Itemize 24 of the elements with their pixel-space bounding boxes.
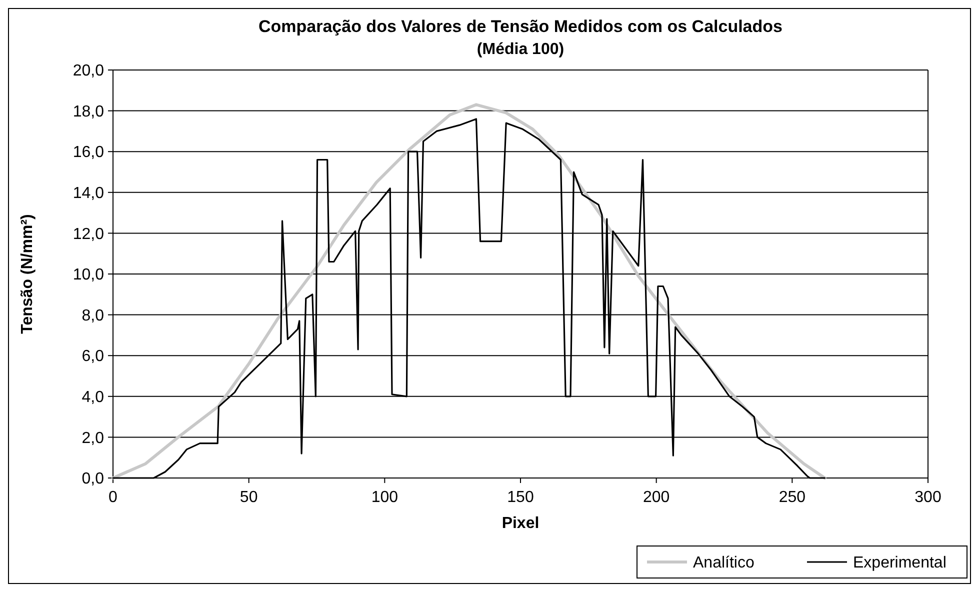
y-tick-label: 10,0 [72, 266, 104, 284]
x-tick-label: 150 [507, 489, 534, 506]
y-tick-label: 0,0 [82, 470, 104, 488]
y-tick-label: 6,0 [82, 348, 104, 366]
y-tick-label: 20,0 [72, 62, 104, 80]
x-tick-label: 250 [778, 489, 806, 506]
y-tick-label: 8,0 [82, 307, 104, 324]
x-tick-label: 200 [642, 489, 670, 506]
y-tick-label: 14,0 [72, 185, 104, 202]
legend-label: Experimental [853, 554, 946, 572]
x-tick-label: 50 [240, 489, 258, 506]
chart-title: Comparação dos Valores de Tensão Medidos com os Calculados [258, 17, 783, 36]
y-tick-label: 18,0 [72, 103, 104, 120]
y-tick-label: 16,0 [72, 144, 104, 162]
chart-subtitle: (Média 100) [476, 41, 564, 58]
y-axis-title: Tensão (N/mm²) [19, 214, 36, 334]
y-tick-label: 4,0 [82, 389, 104, 406]
legend-label: Analítico [693, 554, 754, 572]
x-tick-label: 300 [914, 489, 942, 506]
x-axis-title: Pixel [502, 515, 540, 532]
x-tick-label: 100 [371, 489, 398, 506]
y-tick-label: 12,0 [72, 226, 104, 243]
y-tick-label: 2,0 [82, 430, 104, 447]
x-tick-label: 0 [108, 489, 118, 506]
